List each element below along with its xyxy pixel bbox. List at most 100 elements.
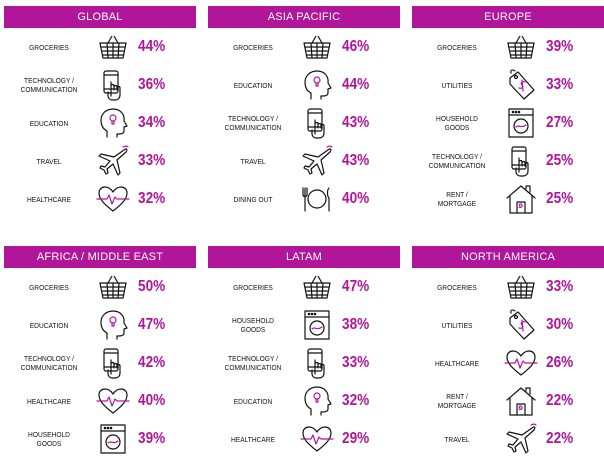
panel-rows: GROCERIES 47% HOUSEHOLD GOODS 38% TECHNOLOGY…: [208, 268, 400, 458]
panel-rows: GROCERIES 44% TECHNOLOGY / COMMUNICATION 36…: [4, 28, 196, 218]
airplane-icon: [504, 422, 538, 456]
percentage-value: 30%: [546, 316, 574, 333]
basket-icon: [300, 30, 334, 64]
panel-header: ASIA PACIFIC: [208, 6, 400, 28]
category-label: TECHNOLOGY / COMMUNICATION: [224, 114, 282, 132]
stat-row: EDUCATION 47%: [4, 306, 196, 344]
phone-hand-icon: [96, 68, 130, 102]
percentage-value: 33%: [138, 152, 166, 169]
stat-row: TRAVEL 22%: [412, 420, 604, 458]
category-label: GROCERIES: [29, 282, 69, 292]
head-bulb-icon: [96, 106, 130, 140]
phone-hand-icon: [300, 106, 334, 140]
category-label: HOUSEHOLD GOODS: [436, 114, 478, 132]
stat-row: EDUCATION 32%: [208, 382, 400, 420]
category-label: GROCERIES: [29, 42, 69, 52]
head-bulb-icon: [96, 308, 130, 342]
stat-row: HEALTHCARE 32%: [4, 180, 196, 218]
region-panel-global: GLOBAL GROCERIES 44% TECHNOLOGY / COMMUNIC…: [4, 6, 196, 218]
percentage-value: 47%: [138, 316, 166, 333]
percentage-value: 40%: [342, 190, 370, 207]
stat-row: UTILITIES 33%: [412, 66, 604, 104]
heart-pulse-icon: [96, 182, 130, 216]
percentage-value: 32%: [138, 190, 166, 207]
stat-row: TRAVEL 33%: [4, 142, 196, 180]
percentage-value: 32%: [342, 392, 370, 409]
percentage-value: 38%: [342, 316, 370, 333]
percentage-value: 26%: [546, 354, 574, 371]
panel-header: LATAM: [208, 246, 400, 268]
airplane-icon: [96, 144, 130, 178]
percentage-value: 43%: [342, 114, 370, 131]
washing-machine-icon: [504, 106, 538, 140]
basket-icon: [300, 270, 334, 304]
plate-cutlery-icon: [300, 182, 334, 216]
percentage-value: 22%: [546, 430, 574, 447]
category-label: HEALTHCARE: [231, 434, 275, 444]
category-label: TRAVEL: [444, 434, 470, 444]
panel-rows: GROCERIES 46% EDUCATION 44% TECHNOLOGY / COM…: [208, 28, 400, 218]
panel-rows: GROCERIES 50% EDUCATION 47% TECHNOLOGY / COM…: [4, 268, 196, 458]
stat-row: TECHNOLOGY / COMMUNICATION 42%: [4, 344, 196, 382]
basket-icon: [96, 270, 130, 304]
airplane-icon: [300, 144, 334, 178]
percentage-value: 42%: [138, 354, 166, 371]
category-label: TECHNOLOGY / COMMUNICATION: [428, 152, 486, 170]
stat-row: TECHNOLOGY / COMMUNICATION 43%: [208, 104, 400, 142]
price-tag-icon: [504, 68, 538, 102]
stat-row: GROCERIES 44%: [4, 28, 196, 66]
heart-pulse-icon: [96, 384, 130, 418]
basket-icon: [504, 270, 538, 304]
basket-icon: [504, 30, 538, 64]
category-label: TRAVEL: [240, 156, 266, 166]
stat-row: GROCERIES 47%: [208, 268, 400, 306]
category-label: EDUCATION: [29, 118, 69, 128]
percentage-value: 43%: [342, 152, 370, 169]
category-label: HEALTHCARE: [27, 396, 71, 406]
percentage-value: 46%: [342, 38, 370, 55]
head-bulb-icon: [300, 384, 334, 418]
stat-row: GROCERIES 39%: [412, 28, 604, 66]
stat-row: DINING OUT 40%: [208, 180, 400, 218]
percentage-value: 44%: [138, 38, 166, 55]
stat-row: TECHNOLOGY / COMMUNICATION 33%: [208, 344, 400, 382]
percentage-value: 22%: [546, 392, 574, 409]
stat-row: HEALTHCARE 29%: [208, 420, 400, 458]
category-label: HOUSEHOLD GOODS: [28, 430, 70, 448]
stat-row: HOUSEHOLD GOODS 39%: [4, 420, 196, 458]
category-label: TECHNOLOGY / COMMUNICATION: [20, 76, 78, 94]
region-panel-asia-pacific: ASIA PACIFIC GROCERIES 46% EDUCATION 44% TEC…: [208, 6, 400, 218]
stat-row: RENT / MORTGAGE 22%: [412, 382, 604, 420]
panel-header: NORTH AMERICA: [412, 246, 604, 268]
washing-machine-icon: [96, 422, 130, 456]
category-label: GROCERIES: [233, 42, 273, 52]
house-icon: [504, 384, 538, 418]
category-label: TRAVEL: [36, 156, 62, 166]
stat-row: HOUSEHOLD GOODS 27%: [412, 104, 604, 142]
category-label: GROCERIES: [437, 282, 477, 292]
percentage-value: 25%: [546, 190, 574, 207]
stat-row: GROCERIES 33%: [412, 268, 604, 306]
category-label: GROCERIES: [233, 282, 273, 292]
percentage-value: 34%: [138, 114, 166, 131]
category-label: EDUCATION: [233, 396, 273, 406]
stat-row: TRAVEL 43%: [208, 142, 400, 180]
category-label: RENT / MORTGAGE: [437, 392, 477, 410]
panel-header: EUROPE: [412, 6, 604, 28]
stat-row: HEALTHCARE 40%: [4, 382, 196, 420]
region-panel-europe: EUROPE GROCERIES 39% UTILITIES 33% HOUSEHOLD…: [412, 6, 604, 218]
stat-row: GROCERIES 50%: [4, 268, 196, 306]
percentage-value: 44%: [342, 76, 370, 93]
percentage-value: 50%: [138, 278, 166, 295]
stat-row: HEALTHCARE 26%: [412, 344, 604, 382]
panel-rows: GROCERIES 33% UTILITIES 30% HEALTHCARE 26% REN…: [412, 268, 604, 458]
category-label: RENT / MORTGAGE: [437, 190, 477, 208]
region-panel-africa-middle-east: AFRICA / MIDDLE EAST GROCERIES 50% EDUCATI…: [4, 246, 196, 458]
house-icon: [504, 182, 538, 216]
basket-icon: [96, 30, 130, 64]
stat-row: RENT / MORTGAGE 25%: [412, 180, 604, 218]
stat-row: TECHNOLOGY / COMMUNICATION 36%: [4, 66, 196, 104]
percentage-value: 40%: [138, 392, 166, 409]
region-panel-latam: LATAM GROCERIES 47% HOUSEHOLD GOODS 38% TECH…: [208, 246, 400, 458]
